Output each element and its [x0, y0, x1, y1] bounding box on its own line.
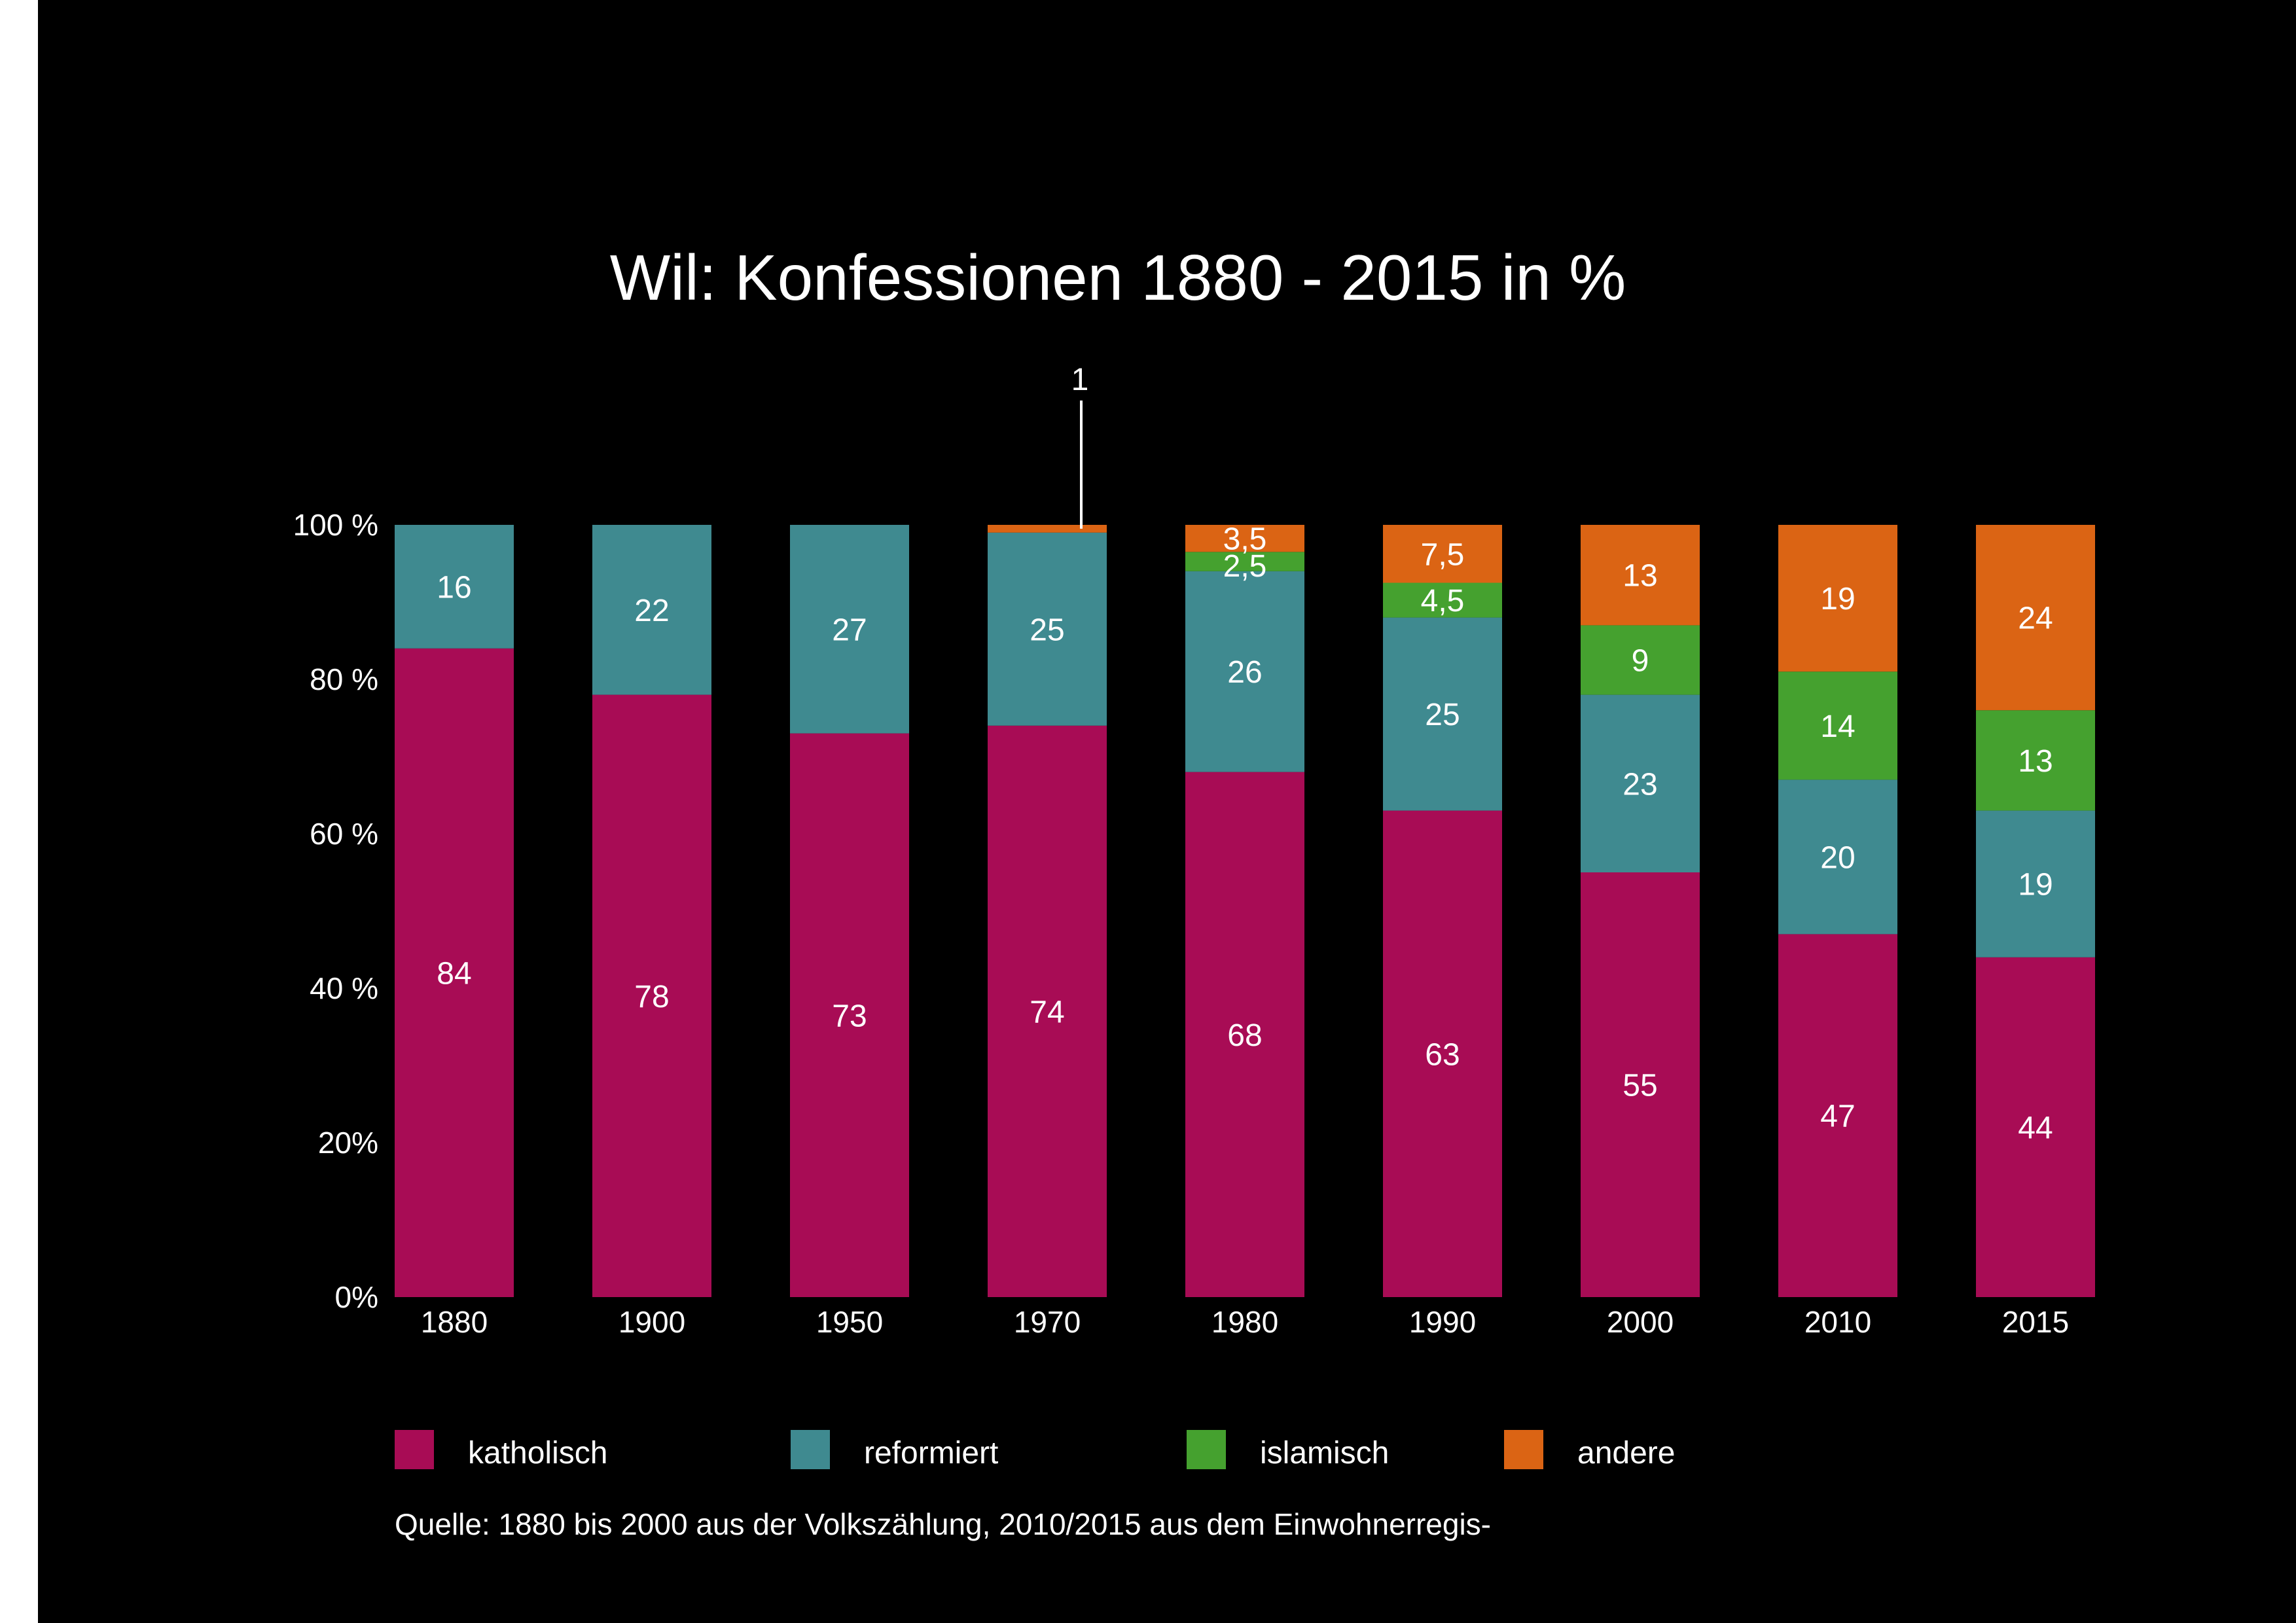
value-label-reformiert-1950: 27 [832, 613, 867, 647]
value-label-reformiert-1980: 26 [1227, 655, 1262, 690]
legend-label-islamisch: islamisch [1260, 1436, 1389, 1471]
bar-segment-islamisch-2015 [1976, 710, 2095, 811]
value-label-reformiert-2010: 20 [1820, 840, 1855, 875]
value-label-reformiert-1900: 22 [634, 594, 669, 628]
bar-segment-reformiert-1970 [988, 532, 1107, 726]
value-label-andere-2000: 13 [1623, 559, 1657, 594]
value-label-katholisch-2010: 47 [1820, 1099, 1855, 1134]
value-label-katholisch-1970: 74 [1030, 995, 1064, 1029]
value-label-reformiert-1970: 25 [1030, 613, 1064, 647]
x-tick-label: 1980 [1211, 1305, 1278, 1339]
legend: katholisch reformiert islamisch andere [395, 1430, 1675, 1471]
legend-swatch-katholisch [395, 1430, 434, 1469]
y-tick-label: 80 % [310, 662, 378, 696]
value-label-andere-1990: 7,5 [1421, 537, 1465, 572]
value-label-katholisch-1900: 78 [634, 980, 669, 1014]
value-label-katholisch-1880: 84 [437, 956, 471, 991]
value-label-andere-2015: 24 [2018, 601, 2053, 636]
bar-segment-reformiert-2010 [1778, 779, 1897, 935]
bar-segment-reformiert-2015 [1976, 810, 2095, 957]
value-label-andere-2010: 19 [1820, 582, 1855, 616]
value-label-islamisch-2000: 9 [1632, 644, 1649, 679]
value-label-islamisch-2015: 13 [2018, 744, 2053, 779]
bar-segment-katholisch-2015 [1976, 957, 2095, 1297]
bar-segment-andere-1980 [1185, 525, 1304, 552]
legend-swatch-islamisch [1187, 1430, 1226, 1469]
chart-canvas: Wil: Konfessionen 1880 - 2015 in % 0% 20%… [38, 0, 2296, 1623]
legend-label-katholisch: katholisch [468, 1436, 607, 1471]
y-tick-label: 20% [318, 1126, 378, 1160]
bar-segment-katholisch-1990 [1383, 810, 1502, 1297]
x-tick-label: 2010 [1804, 1305, 1871, 1339]
bar-segment-katholisch-2000 [1581, 872, 1700, 1297]
chart-title: Wil: Konfessionen 1880 - 2015 in % [610, 241, 1626, 313]
value-label-katholisch-1980: 68 [1227, 1018, 1262, 1053]
legend-label-reformiert: reformiert [864, 1436, 998, 1471]
source-note: Quelle: 1880 bis 2000 aus der Volkszählu… [395, 1507, 1491, 1541]
legend-swatch-reformiert [791, 1430, 830, 1469]
bar-segment-islamisch-2000 [1581, 625, 1700, 695]
value-label-islamisch-1980: 2,5 [1223, 549, 1267, 584]
x-tick-label: 1950 [816, 1305, 883, 1339]
value-label-katholisch-1950: 73 [832, 999, 867, 1033]
callouts: 1 [1071, 363, 1089, 529]
value-label-islamisch-1990: 4,5 [1421, 584, 1465, 618]
bar-segment-reformiert-1950 [790, 525, 909, 734]
x-tick-label: 1990 [1409, 1305, 1476, 1339]
x-tick-label: 2015 [2002, 1305, 2069, 1339]
value-label-reformiert-1990: 25 [1425, 698, 1460, 732]
bar-segment-andere-1970 [988, 525, 1107, 533]
stacked-bar-chart: Wil: Konfessionen 1880 - 2015 in % 0% 20%… [293, 241, 2095, 1541]
x-tick-label: 1880 [421, 1305, 488, 1339]
legend-swatch-andere [1504, 1430, 1543, 1469]
bar-segment-islamisch-1980 [1185, 552, 1304, 571]
y-axis-ticks: 0% 20% 40 % 60 % 80 % 100 % [293, 508, 378, 1314]
bar-segment-katholisch-1950 [790, 733, 909, 1297]
bars: 84 16 78 22 73 27 74 25 68 26 2,53,5 63 25 4,5 7,5 55 23… [395, 522, 2095, 1297]
x-tick-label: 2000 [1607, 1305, 1674, 1339]
y-tick-label: 40 % [310, 971, 378, 1005]
y-tick-label: 60 % [310, 817, 378, 851]
value-label-andere-1980: 3,5 [1223, 522, 1267, 557]
value-label-katholisch-1990: 63 [1425, 1037, 1460, 1072]
value-label-reformiert-1880: 16 [437, 570, 471, 605]
callout-label-andere-1970: 1 [1071, 363, 1089, 397]
value-label-katholisch-2015: 44 [2018, 1111, 2053, 1145]
bar-segment-andere-2000 [1581, 525, 1700, 626]
bar-segment-katholisch-2010 [1778, 934, 1897, 1297]
bar-segment-andere-2010 [1778, 525, 1897, 672]
x-tick-label: 1900 [619, 1305, 685, 1339]
bar-segment-katholisch-1980 [1185, 772, 1304, 1297]
y-tick-label: 0% [335, 1280, 378, 1314]
bar-segment-katholisch-1900 [592, 694, 711, 1297]
bar-segment-reformiert-1880 [395, 525, 514, 649]
bar-segment-katholisch-1880 [395, 648, 514, 1297]
value-label-islamisch-2010: 14 [1820, 709, 1855, 744]
value-label-katholisch-2000: 55 [1623, 1069, 1657, 1103]
legend-label-andere: andere [1577, 1436, 1675, 1471]
y-tick-label: 100 % [293, 508, 378, 542]
value-label-reformiert-2015: 19 [2018, 868, 2053, 902]
bar-segment-andere-1990 [1383, 525, 1502, 583]
x-axis-ticks: 1880 1900 1950 1970 1980 1990 2000 2010 2015 [421, 1305, 2069, 1339]
x-tick-label: 1970 [1014, 1305, 1081, 1339]
bar-segment-andere-2015 [1976, 525, 2095, 711]
bar-segment-reformiert-1980 [1185, 571, 1304, 772]
bar-segment-islamisch-1990 [1383, 582, 1502, 618]
bar-segment-reformiert-1990 [1383, 617, 1502, 811]
bar-segment-reformiert-2000 [1581, 694, 1700, 872]
bar-segment-katholisch-1970 [988, 725, 1107, 1297]
bar-segment-reformiert-1900 [592, 525, 711, 695]
bar-segment-islamisch-2010 [1778, 671, 1897, 780]
value-label-reformiert-2000: 23 [1623, 767, 1657, 802]
